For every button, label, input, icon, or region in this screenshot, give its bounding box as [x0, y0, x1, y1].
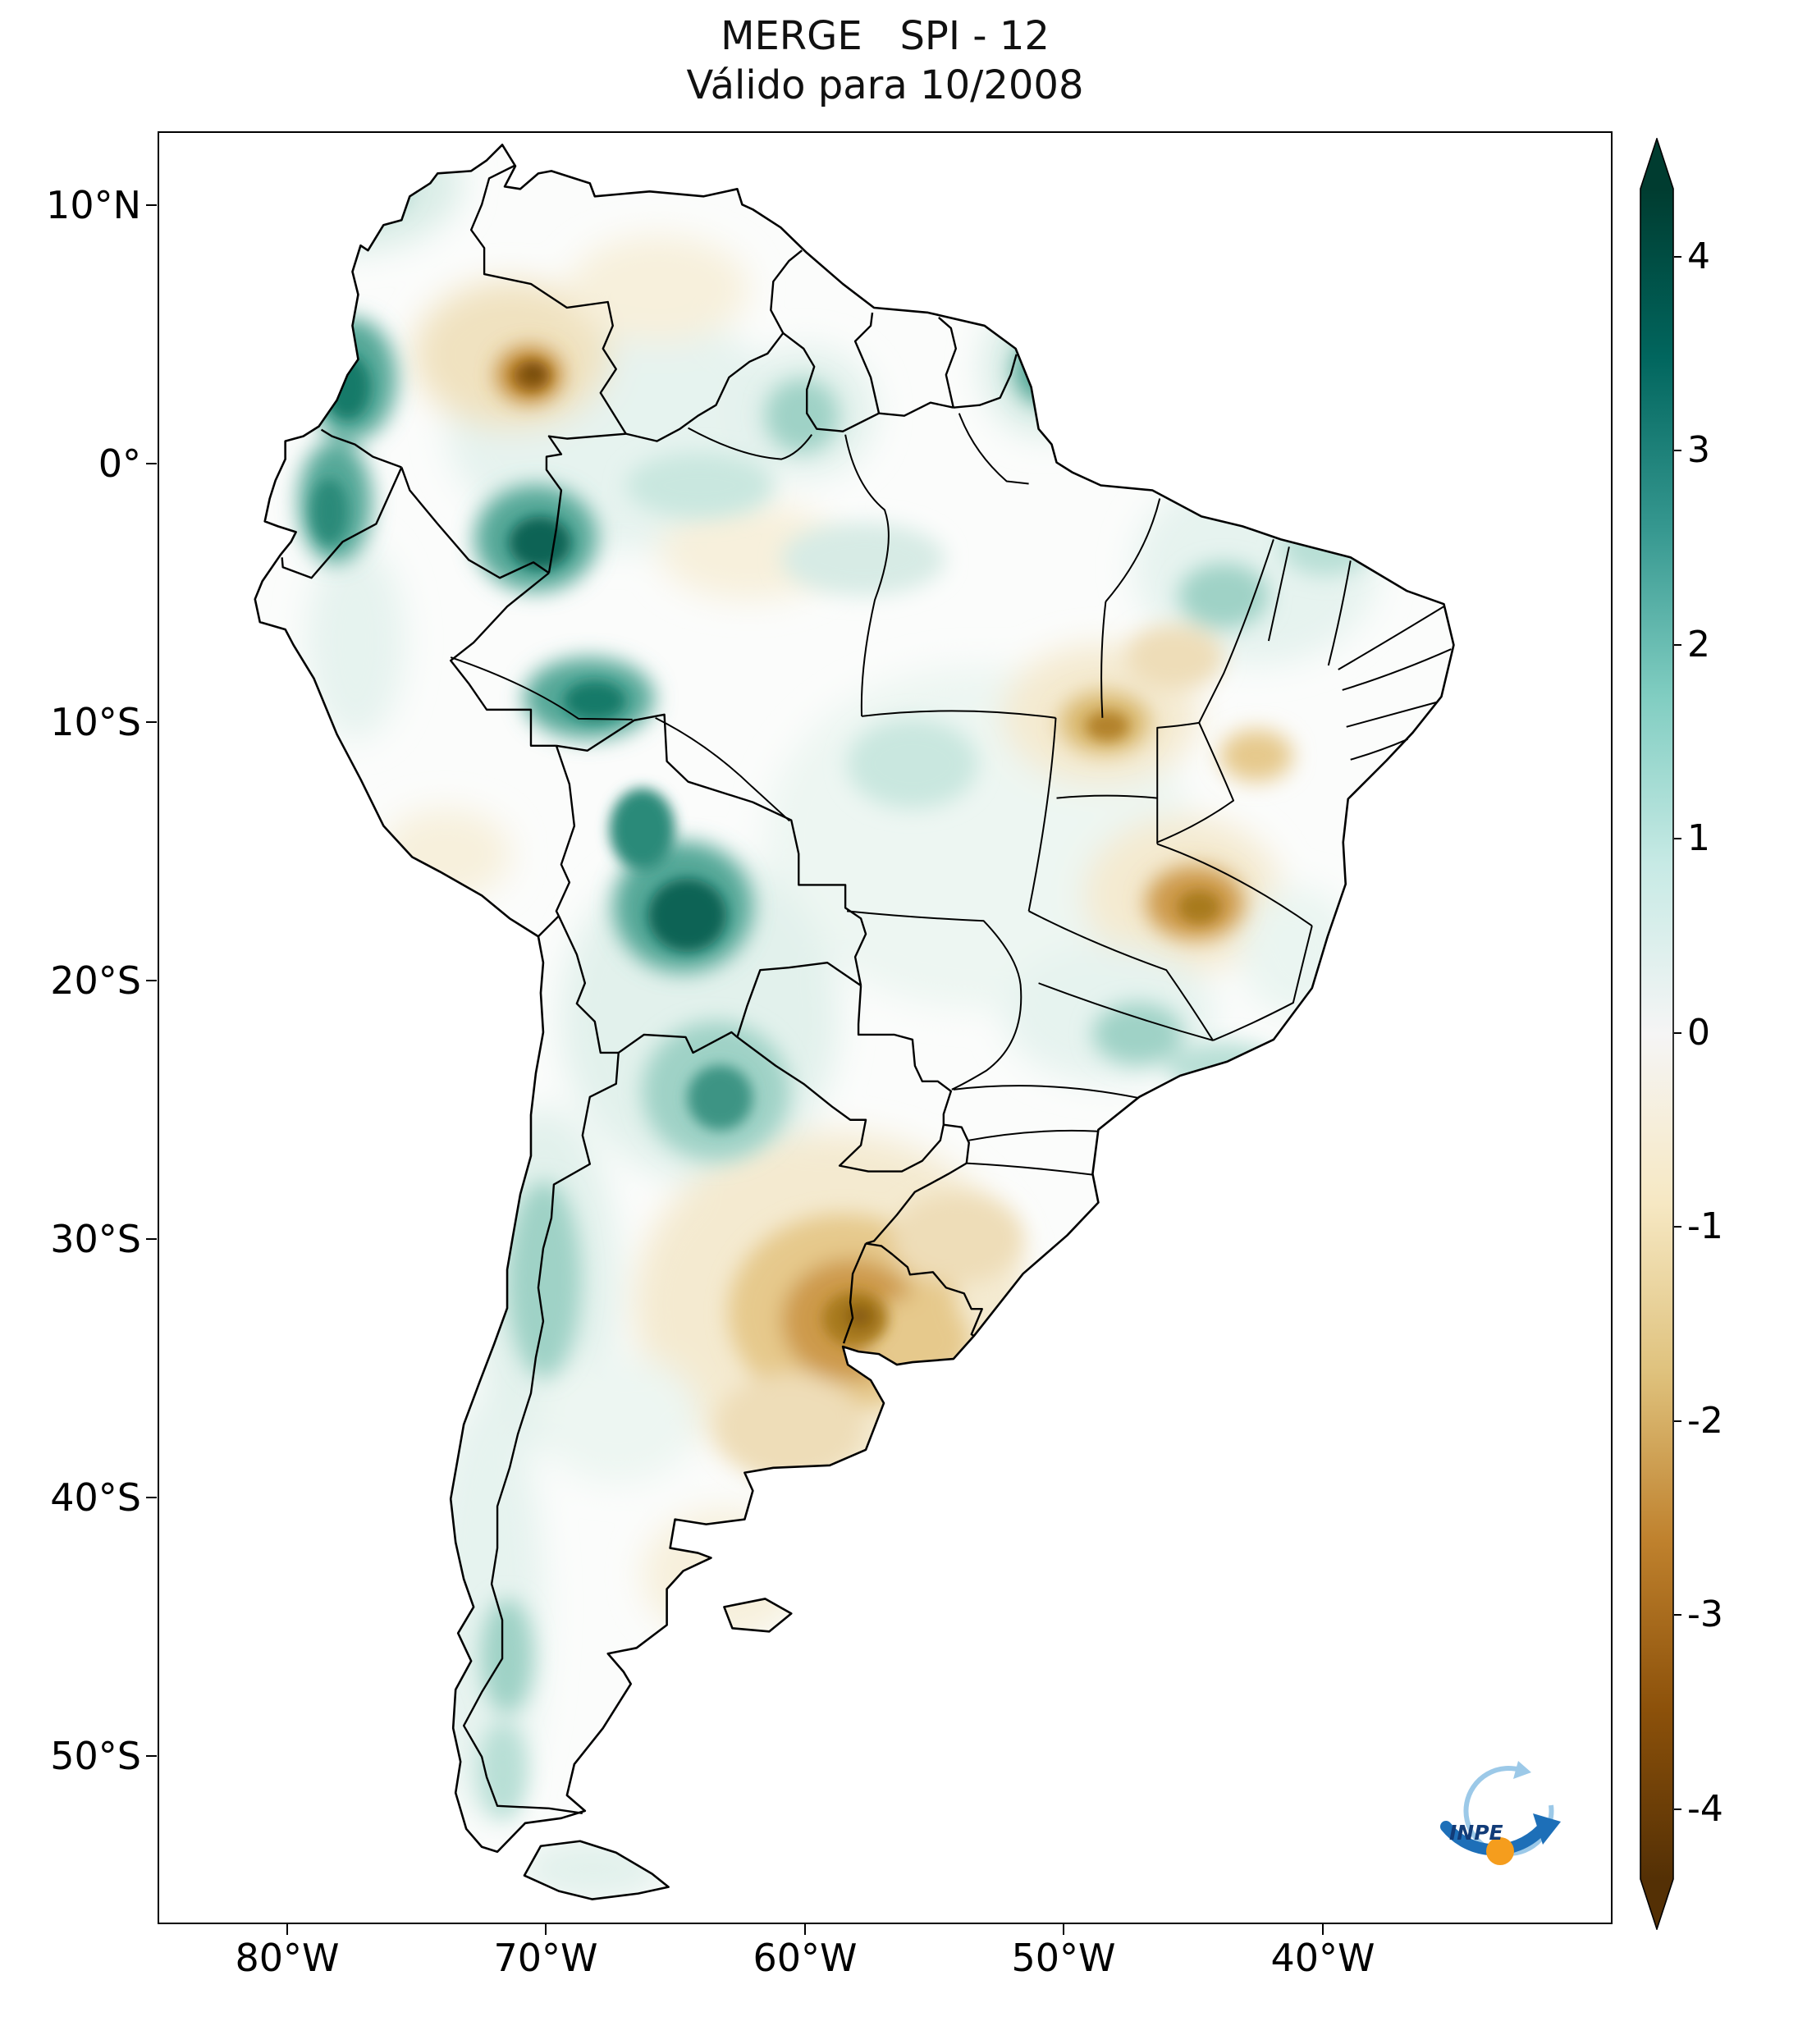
cbar-tick-mark	[1674, 256, 1681, 258]
colorbar	[1640, 136, 1674, 1932]
xtick-label-80w: 80°W	[235, 1936, 340, 1980]
cbar-tick-mark	[1674, 644, 1681, 646]
xtick-mark	[1063, 1924, 1064, 1935]
cbar-label-3: 3	[1687, 429, 1710, 471]
cbar-tick-mark	[1674, 1420, 1681, 1422]
cbar-label-0: 0	[1687, 1012, 1710, 1054]
south-america-map	[254, 144, 1455, 1900]
ytick-mark	[146, 980, 157, 981]
ytick-mark	[146, 1755, 157, 1757]
ytick-mark	[146, 1497, 157, 1498]
xtick-label-60w: 60°W	[753, 1936, 858, 1980]
inpe-logo-graphic: INPE	[1440, 1761, 1561, 1865]
cbar-label-4: 4	[1687, 235, 1710, 277]
cbar-tick-mark	[1674, 450, 1681, 451]
ytick-label-40s: 40°S	[50, 1475, 141, 1520]
xtick-label-70w: 70°W	[493, 1936, 598, 1980]
ytick-label-30s: 30°S	[50, 1217, 141, 1261]
ytick-mark	[146, 204, 157, 206]
xtick-label-40w: 40°W	[1270, 1936, 1375, 1980]
cbar-label-m2: -2	[1687, 1400, 1723, 1442]
cbar-label-m3: -3	[1687, 1594, 1723, 1635]
ytick-mark	[146, 1238, 157, 1240]
xtick-mark	[545, 1924, 547, 1935]
ytick-label-20s: 20°S	[50, 958, 141, 1003]
cbar-label-m1: -1	[1687, 1205, 1723, 1247]
cbar-tick-mark	[1674, 1226, 1681, 1228]
ytick-label-0: 0°	[98, 441, 141, 486]
country-borders	[281, 164, 1018, 1815]
figure-subtitle: Válido para 10/2008	[686, 62, 1084, 108]
cbar-label-2: 2	[1687, 624, 1710, 665]
cbar-tick-mark	[1674, 1614, 1681, 1616]
colorbar-gradient	[1640, 136, 1674, 1932]
cbar-tick-mark	[1674, 1809, 1681, 1810]
inpe-logo-text: INPE	[1449, 1821, 1503, 1845]
inpe-logo: INPE	[1421, 1754, 1577, 1886]
xtick-mark	[804, 1924, 806, 1935]
map-plot-area	[158, 131, 1613, 1924]
ytick-mark	[146, 463, 157, 464]
figure-title: MERGE SPI - 12	[721, 13, 1050, 59]
cbar-tick-mark	[1674, 1032, 1681, 1034]
ytick-mark	[146, 721, 157, 723]
coastline	[254, 144, 1455, 1900]
ytick-label-50s: 50°S	[50, 1734, 141, 1778]
cbar-label-m4: -4	[1687, 1788, 1723, 1830]
cbar-tick-mark	[1674, 838, 1681, 839]
ytick-label-10n: 10°N	[46, 183, 141, 227]
state-borders	[450, 413, 1452, 1176]
ytick-label-10s: 10°S	[50, 700, 141, 744]
cbar-label-1: 1	[1687, 817, 1710, 859]
xtick-label-50w: 50°W	[1011, 1936, 1116, 1980]
xtick-mark	[1322, 1924, 1324, 1935]
xtick-mark	[286, 1924, 288, 1935]
